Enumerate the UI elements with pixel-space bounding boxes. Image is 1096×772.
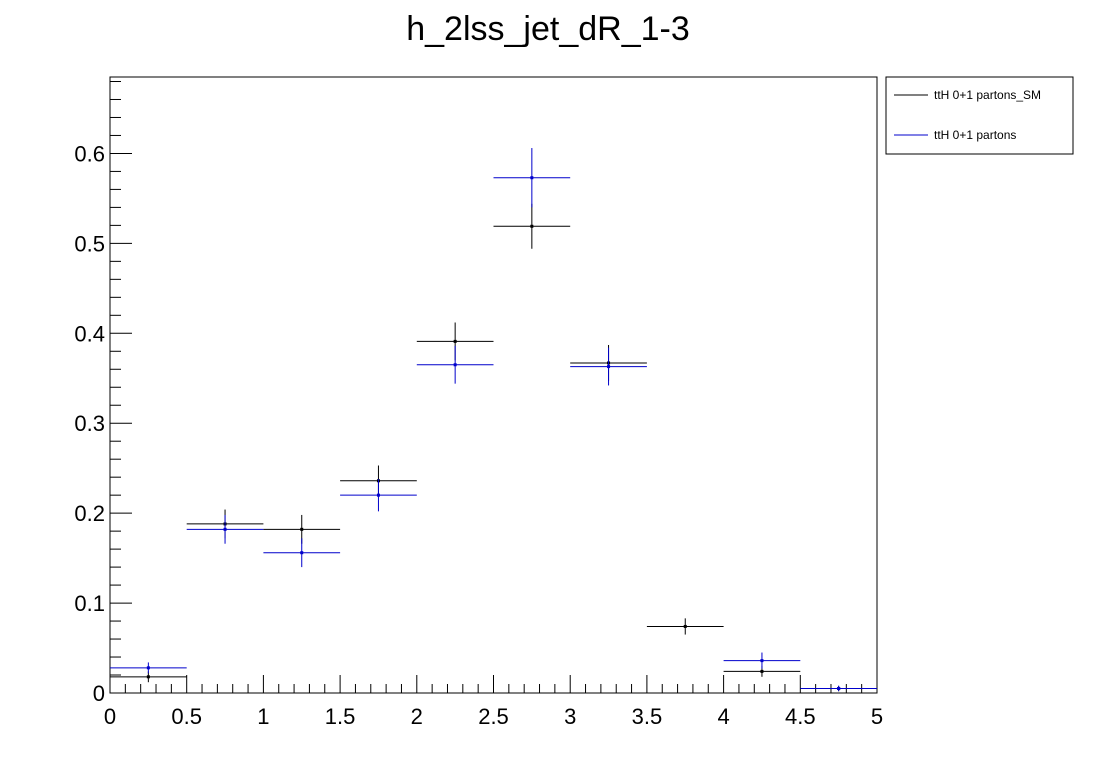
- x-tick-label: 3: [564, 704, 576, 729]
- y-tick-label: 0.3: [74, 411, 105, 436]
- y-tick-label: 0.4: [74, 321, 105, 346]
- data-point: [453, 339, 457, 343]
- y-tick-label: 0.5: [74, 231, 105, 256]
- x-tick-label: 0: [104, 704, 116, 729]
- x-tick-label: 2: [411, 704, 423, 729]
- x-tick-label: 5: [871, 704, 883, 729]
- x-tick-label: 4.5: [785, 704, 816, 729]
- legend-label-partons: ttH 0+1 partons: [934, 128, 1016, 142]
- y-tick-label: 0.6: [74, 141, 105, 166]
- data-point: [607, 365, 611, 369]
- x-tick-label: 1.5: [325, 704, 356, 729]
- x-tick-label: 2.5: [478, 704, 509, 729]
- series-layer: [110, 148, 877, 692]
- data-point: [146, 675, 150, 679]
- y-tick-label: 0: [93, 681, 105, 706]
- data-point: [760, 659, 764, 663]
- x-tick-label: 4: [717, 704, 729, 729]
- legend-label-sm: ttH 0+1 partons_SM: [934, 88, 1041, 102]
- x-tick-labels: 0 0.5 1 1.5 2 2.5 3 3.5 4 4.5 5: [104, 704, 883, 729]
- x-tick-label: 3.5: [632, 704, 663, 729]
- data-point: [300, 527, 304, 531]
- data-point: [683, 624, 687, 628]
- data-point: [146, 666, 150, 670]
- data-point: [223, 527, 227, 531]
- series-0: [110, 203, 877, 692]
- data-point: [530, 224, 534, 228]
- data-point: [300, 551, 304, 555]
- data-point: [376, 493, 380, 497]
- chart-title: h_2lss_jet_dR_1-3: [406, 10, 690, 48]
- series-1: [110, 148, 877, 692]
- y-tick-label: 0.2: [74, 501, 105, 526]
- legend-box: [885, 76, 1074, 155]
- x-tick-label: 1: [257, 704, 269, 729]
- legend: ttH 0+1 partons_SM ttH 0+1 partons: [885, 76, 1074, 155]
- data-point: [453, 363, 457, 367]
- data-point: [837, 687, 841, 691]
- y-tick-labels: 0 0.1 0.2 0.3 0.4 0.5 0.6: [74, 141, 105, 706]
- x-tick-label: 0.5: [171, 704, 202, 729]
- data-point: [530, 176, 534, 180]
- axis-ticks: [109, 80, 878, 694]
- data-point: [760, 669, 764, 673]
- y-tick-label: 0.1: [74, 591, 105, 616]
- plot-frame: [109, 76, 878, 694]
